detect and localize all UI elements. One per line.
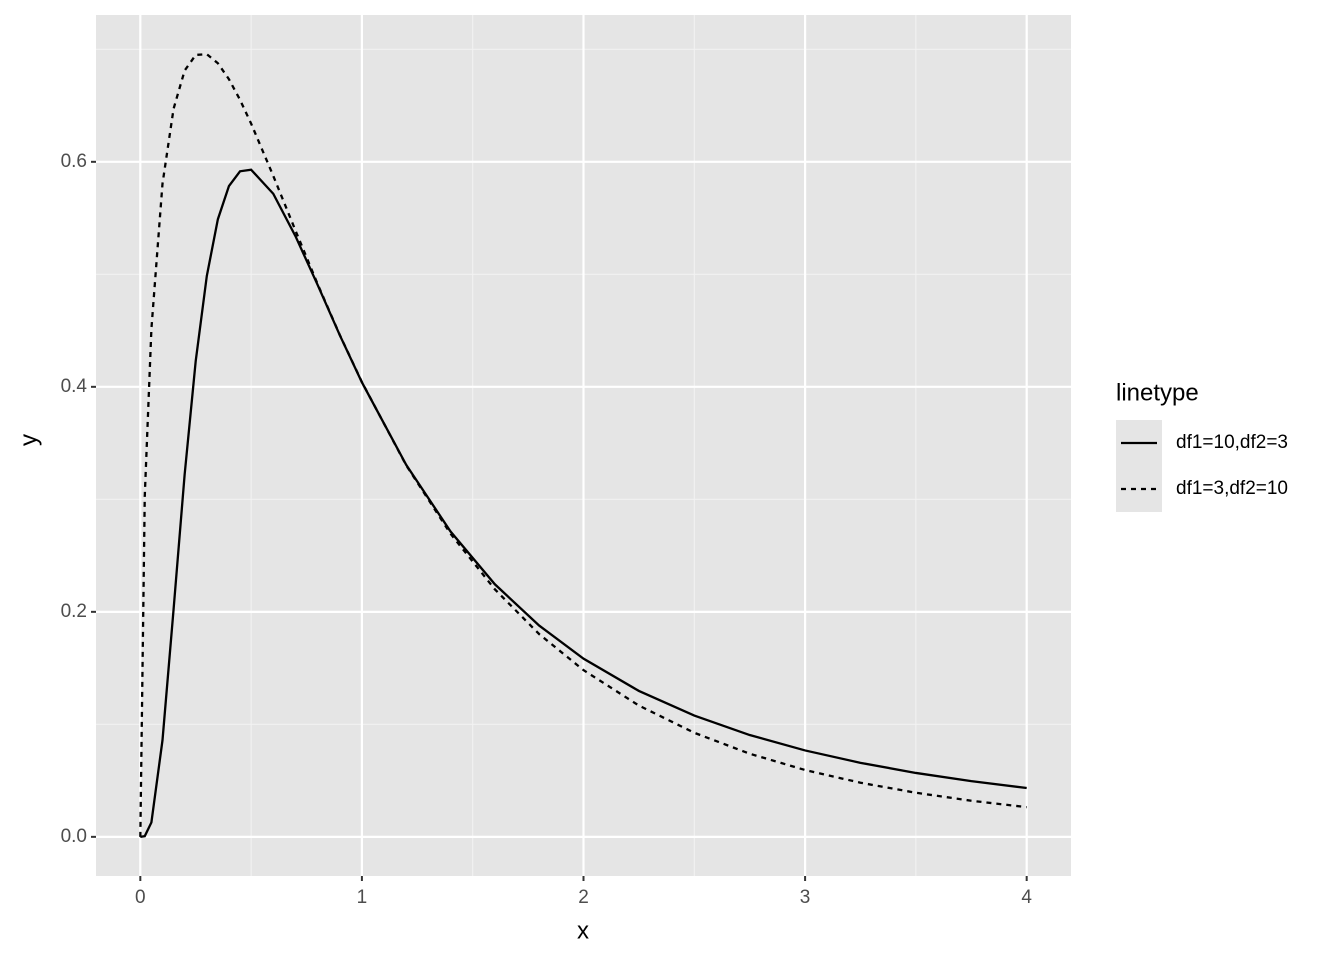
y-axis-label: y: [15, 434, 42, 446]
x-tick-label: 1: [357, 887, 368, 908]
y-tick-label: 0.2: [61, 601, 87, 622]
legend-label: df1=10,df2=3: [1176, 432, 1288, 453]
legend-title: linetype: [1116, 379, 1199, 406]
series-line: [139, 52, 1027, 837]
legend-key-background: [1116, 420, 1162, 512]
x-axis-label: x: [577, 917, 589, 944]
legend-label: df1=3,df2=10: [1176, 478, 1288, 499]
x-tick-label: 3: [800, 887, 811, 908]
x-tick-label: 0: [135, 887, 146, 908]
y-tick-label: 0.4: [61, 376, 88, 397]
y-tick-label: 0.0: [61, 826, 87, 847]
x-tick-label: 4: [1021, 887, 1032, 908]
x-tick-label: 2: [578, 887, 589, 908]
y-tick-label: 0.6: [61, 151, 87, 172]
